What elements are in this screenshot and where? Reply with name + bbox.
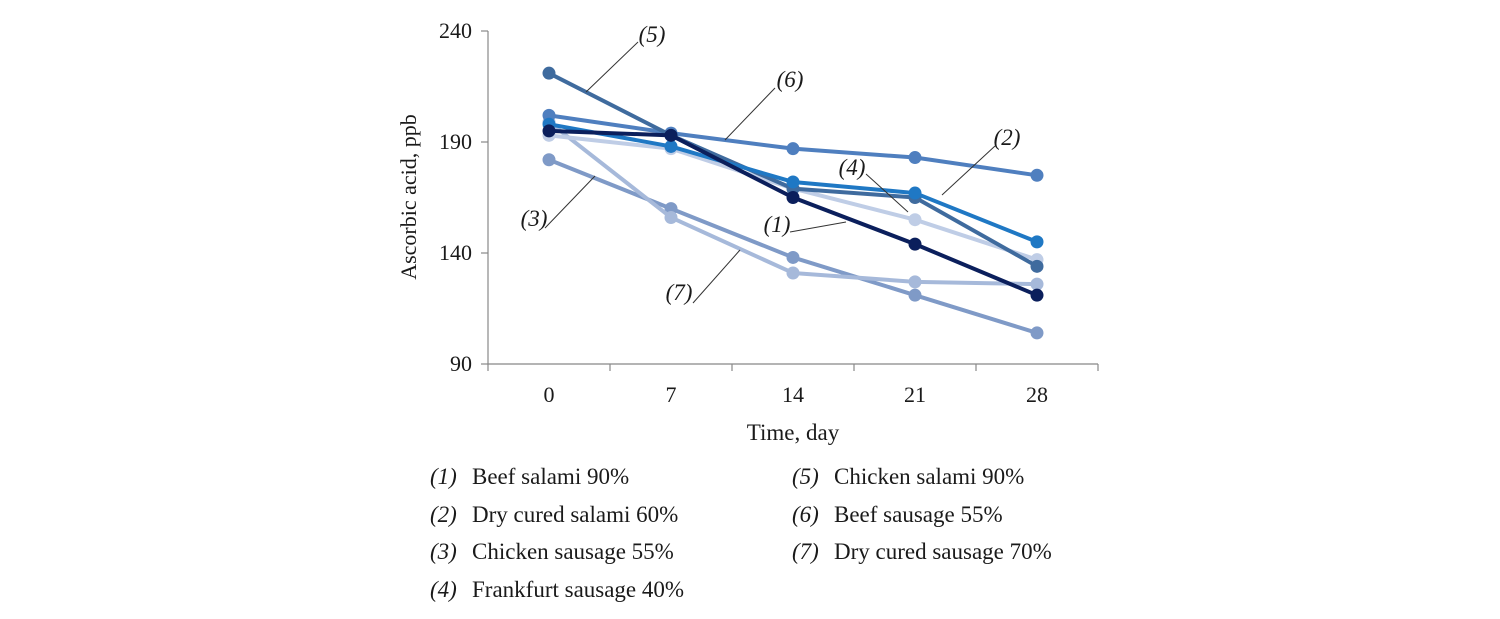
- series-callout-label: (7): [666, 280, 693, 305]
- data-point: [1030, 168, 1044, 182]
- data-point: [664, 128, 678, 142]
- data-point: [1030, 277, 1044, 291]
- legend-item-number: (4): [430, 577, 457, 602]
- legend-item: (6) Beef sausage 55%: [792, 502, 1003, 528]
- legend-item: (1) Beef salami 90%: [430, 464, 629, 490]
- x-tick-label: 21: [904, 382, 926, 407]
- legend-item-label: Dry cured salami 60%: [472, 502, 679, 527]
- legend-item-number: (5): [792, 464, 819, 489]
- callout-leader-line: [789, 221, 847, 233]
- legend-item: (5) Chicken salami 90%: [792, 464, 1024, 490]
- data-point: [542, 66, 556, 80]
- series-callouts: (5) (6) (2) (4) (1) (3) (7): [521, 22, 1021, 305]
- y-tick-label: 190: [439, 129, 472, 154]
- series-lines: [542, 66, 1044, 340]
- legend-item-number: (3): [430, 539, 457, 564]
- legend-item-number: (6): [792, 502, 819, 527]
- data-point: [908, 275, 922, 289]
- legend-item-number: (2): [430, 502, 457, 527]
- data-point: [908, 213, 922, 227]
- data-point: [908, 237, 922, 251]
- axes: 90 140 190 240 0 7 14 21 28: [439, 18, 1099, 407]
- data-point: [908, 186, 922, 200]
- data-point: [664, 202, 678, 216]
- y-tick-label: 90: [450, 351, 472, 376]
- y-tick-label: 240: [439, 18, 472, 43]
- data-point: [786, 175, 800, 189]
- legend-item-number: (7): [792, 539, 819, 564]
- callout-leader-line: [585, 41, 639, 93]
- series-2: [542, 117, 1044, 249]
- data-point: [1030, 259, 1044, 273]
- data-point: [1030, 288, 1044, 302]
- data-point: [908, 288, 922, 302]
- callout-leader-line: [692, 249, 741, 304]
- legend-item-label: Chicken salami 90%: [834, 464, 1025, 489]
- data-point: [786, 266, 800, 280]
- legend-item-number: (1): [430, 464, 457, 489]
- callout-leader-line: [724, 87, 776, 141]
- data-point: [664, 210, 678, 224]
- x-tick-label: 0: [544, 382, 555, 407]
- data-point: [786, 191, 800, 204]
- data-point: [786, 142, 800, 156]
- legend-item-label: Dry cured sausage 70%: [834, 539, 1052, 564]
- legend-item-label: Chicken sausage 55%: [472, 539, 674, 564]
- data-point: [786, 250, 800, 264]
- series-callout-label: (2): [994, 125, 1021, 150]
- series-5: [542, 66, 1044, 273]
- x-axis-label: Time, day: [747, 420, 840, 445]
- data-point: [908, 151, 922, 165]
- data-point: [542, 108, 556, 122]
- series-3: [542, 153, 1044, 340]
- y-axis-label: Ascorbic acid, ppb: [396, 114, 421, 280]
- data-point: [1030, 235, 1044, 249]
- legend-item: (2) Dry cured salami 60%: [430, 502, 678, 528]
- data-point: [664, 139, 678, 153]
- series-callout-label: (5): [639, 22, 666, 47]
- x-tick-label: 28: [1026, 382, 1048, 407]
- x-tick-label: 7: [666, 382, 677, 407]
- y-tick-label: 140: [439, 240, 472, 265]
- legend-item-label: Frankfurt sausage 40%: [472, 577, 685, 602]
- series-callout-label: (1): [764, 212, 791, 237]
- callout-leader-line: [865, 173, 909, 213]
- data-point: [542, 124, 556, 138]
- callout-leader-line: [941, 145, 996, 196]
- legend-item: (4) Frankfurt sausage 40%: [430, 577, 684, 603]
- legend-item: (7) Dry cured sausage 70%: [792, 539, 1052, 565]
- x-tick-label: 14: [782, 382, 804, 407]
- series-1: [542, 124, 1044, 302]
- series-callout-label: (4): [839, 155, 866, 180]
- legend-item-label: Beef salami 90%: [472, 464, 630, 489]
- series-callout-label: (6): [777, 67, 804, 92]
- callout-leader-line: [544, 175, 596, 229]
- data-point: [542, 153, 556, 167]
- data-point: [1030, 326, 1044, 340]
- series-callout-label: (3): [521, 206, 548, 231]
- legend-item: (3) Chicken sausage 55%: [430, 539, 674, 565]
- legend-item-label: Beef sausage 55%: [834, 502, 1003, 527]
